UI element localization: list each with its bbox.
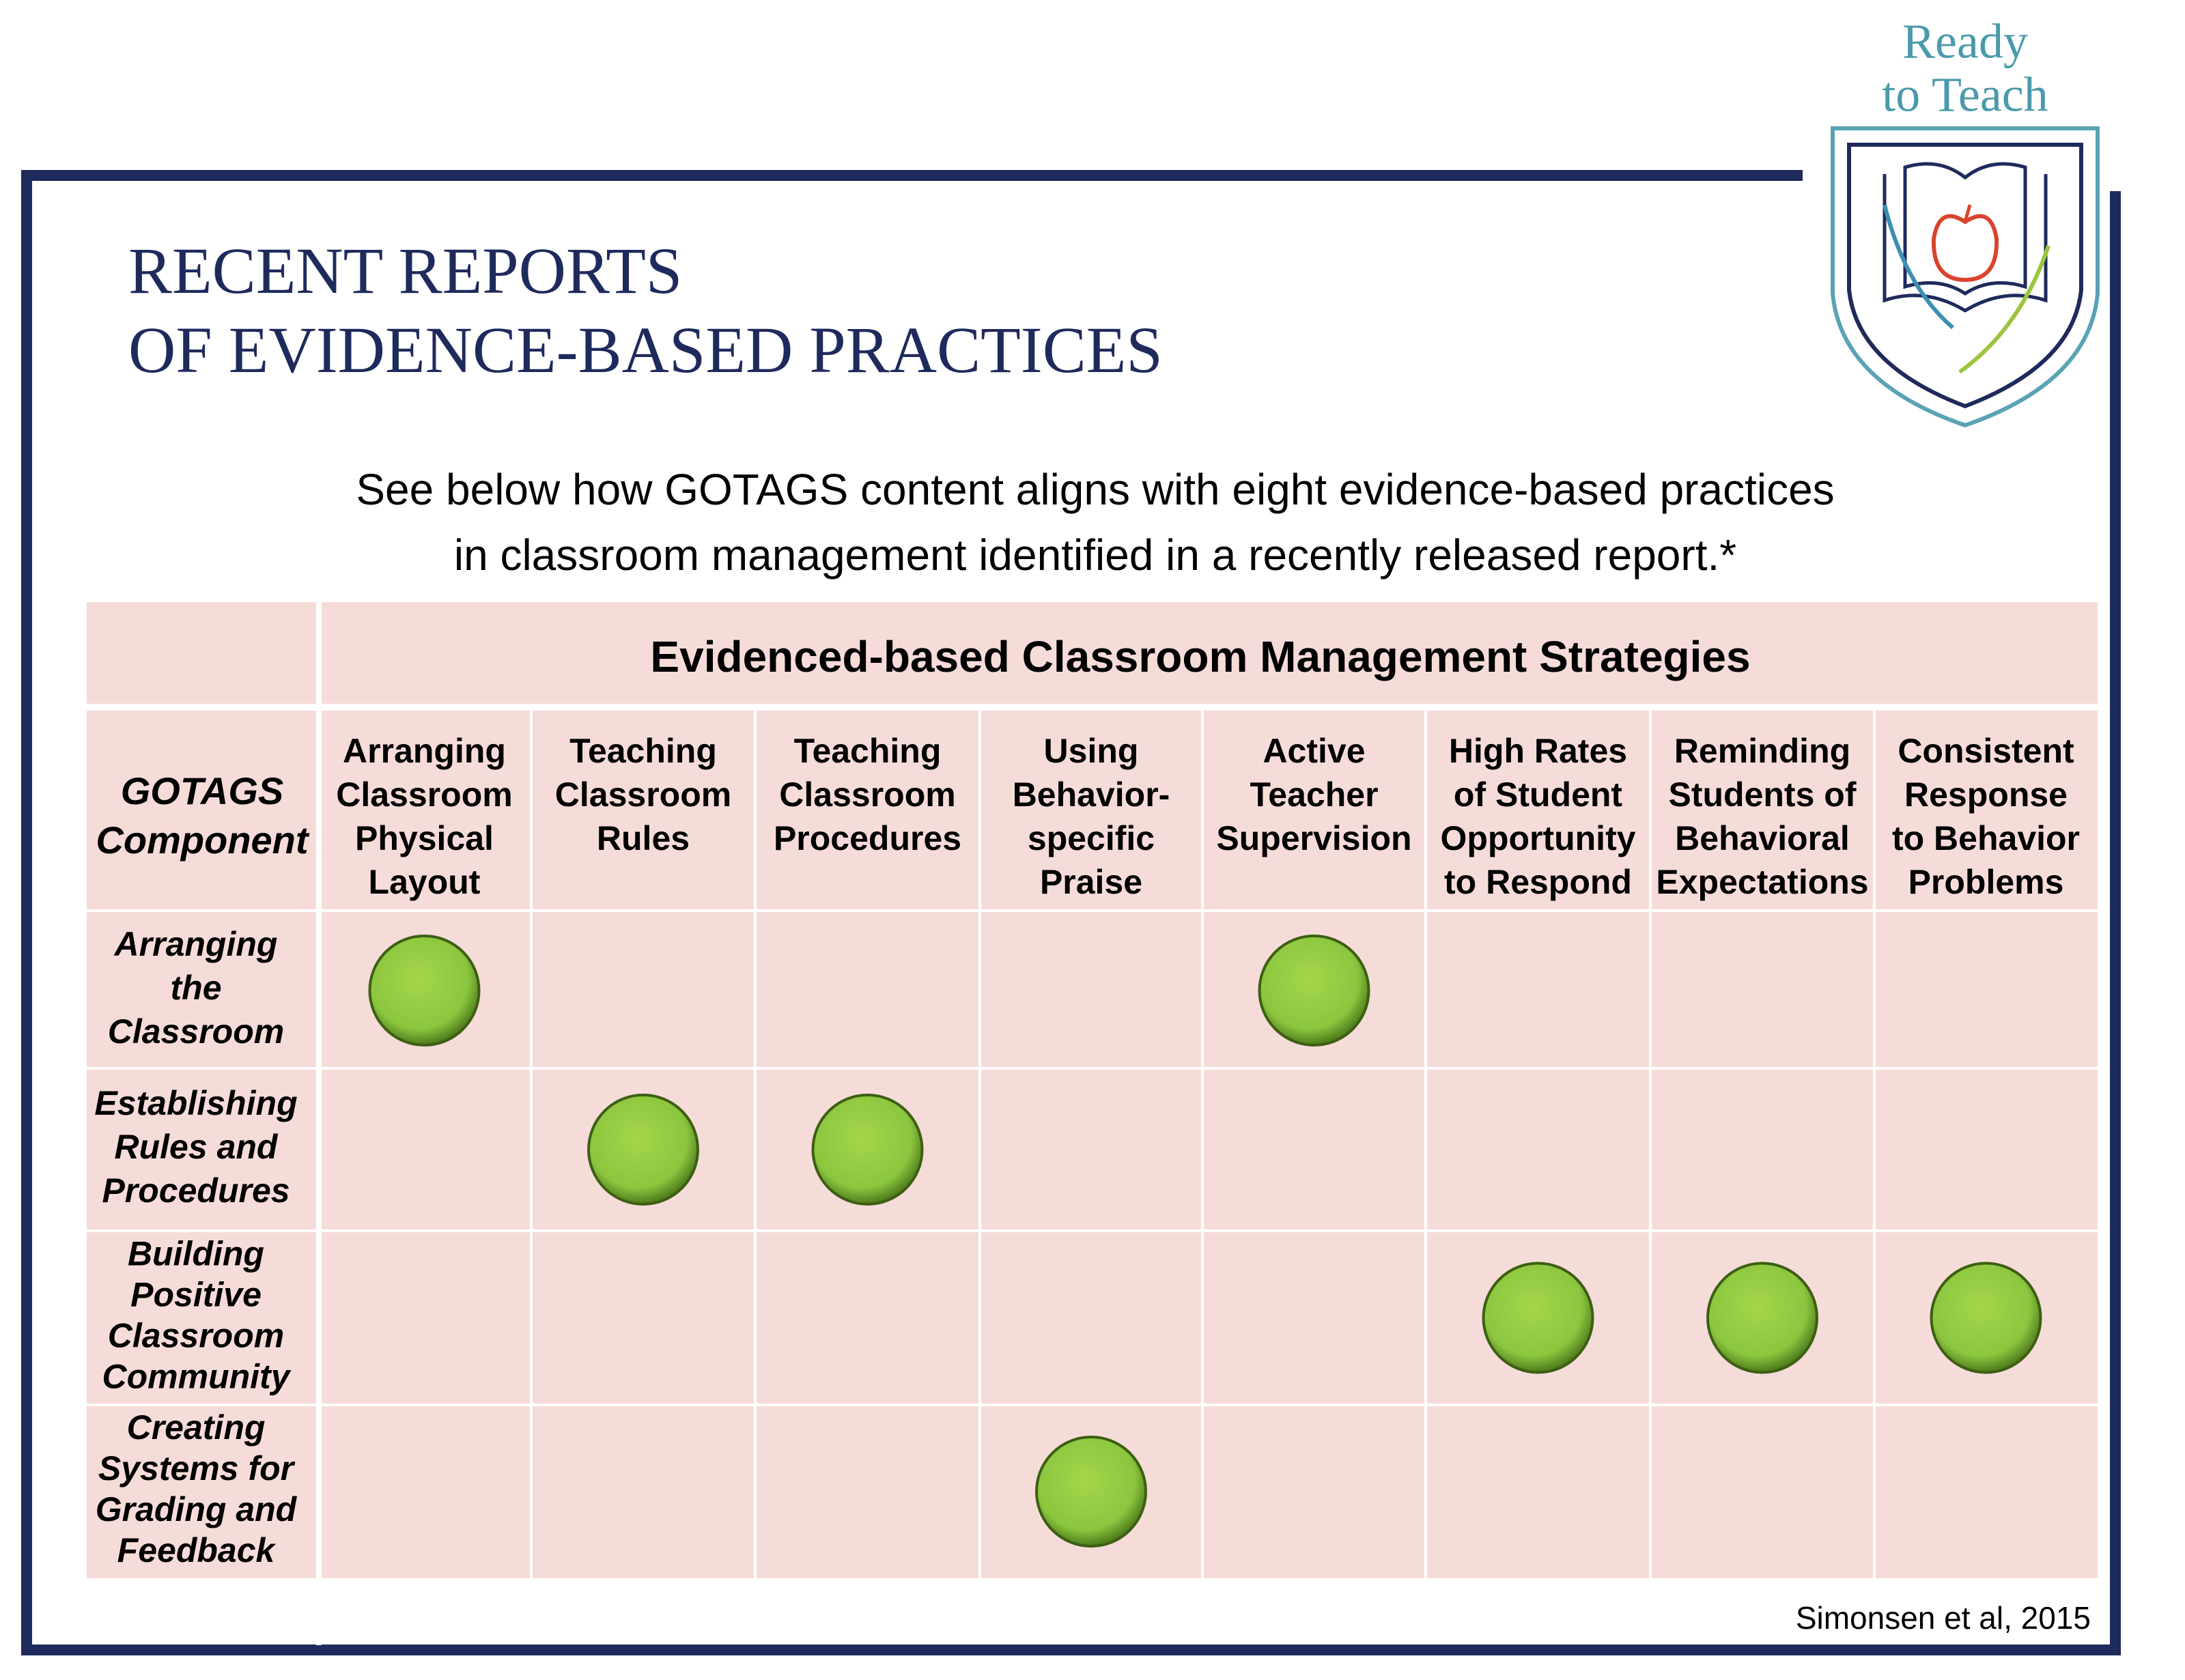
table: Evidenced-based Classroom Management Str… xyxy=(87,602,2098,1645)
title-line: OF EVIDENCE-BASED PRACTICES xyxy=(128,313,1163,386)
row-label: Positive xyxy=(130,1276,262,1314)
column-header: to Behavior xyxy=(1892,819,2080,857)
column-header: Problems xyxy=(1908,863,2064,901)
alignment-dot xyxy=(1035,1436,1147,1548)
column-header: Consistent xyxy=(1898,732,2074,770)
row-label: Rules and xyxy=(115,1128,279,1166)
column-header: Teacher xyxy=(1250,775,1378,814)
column-header: Praise xyxy=(1040,863,1142,901)
intro-line: in classroom management identified in a … xyxy=(454,530,1736,580)
alignment-dot xyxy=(587,1094,699,1206)
alignment-dot xyxy=(368,935,481,1047)
column-header: Classroom xyxy=(779,775,955,814)
alignment-dot xyxy=(1258,935,1370,1047)
column-header: Supervision xyxy=(1216,819,1411,857)
row-label: Procedures xyxy=(102,1171,290,1210)
column-header: Physical xyxy=(355,819,494,857)
citation: Simonsen et al, 2015 xyxy=(1796,1600,2091,1636)
intro-line: See below how GOTAGS content aligns with… xyxy=(356,465,1834,514)
logo-line: Ready xyxy=(1902,14,2028,69)
row-label: Building xyxy=(128,1235,264,1273)
column-header: Teaching xyxy=(794,732,942,770)
column-header: Classroom xyxy=(555,775,731,814)
column-header: Behavior- xyxy=(1013,775,1170,814)
alignment-dot xyxy=(1482,1262,1594,1374)
row-label: Classroom xyxy=(108,1012,284,1051)
column-header: Expectations xyxy=(1656,863,1868,901)
column-header: of Student xyxy=(1454,775,1623,814)
column-header: Rules xyxy=(597,819,690,857)
alignment-dot xyxy=(1930,1262,2042,1374)
table-bg xyxy=(87,602,2098,1578)
row-label: Arranging xyxy=(113,925,278,963)
corner-label: Component xyxy=(96,818,309,862)
column-header: Procedures xyxy=(774,819,961,857)
logo-line: to Teach xyxy=(1882,68,2048,122)
alignment-dot xyxy=(811,1094,924,1206)
row-label: Establishing xyxy=(94,1084,297,1122)
row-label: the xyxy=(171,969,222,1007)
table-heading: Evidenced-based Classroom Management Str… xyxy=(650,632,1750,681)
column-header: specific xyxy=(1028,819,1155,857)
corner-label: GOTAGS xyxy=(121,769,284,812)
frame xyxy=(21,170,2121,1655)
row-label: Grading and xyxy=(96,1490,298,1528)
column-header: Classroom xyxy=(336,775,512,814)
column-header: Opportunity xyxy=(1440,819,1635,857)
column-header: Teaching xyxy=(569,732,717,770)
row-label: Community xyxy=(102,1358,292,1396)
column-header: Reminding xyxy=(1674,732,1850,770)
column-header: High Rates xyxy=(1449,732,1627,770)
title-line: RECENT REPORTS xyxy=(128,234,682,307)
intro: See below how GOTAGS content aligns with… xyxy=(356,465,1834,580)
row-label: Systems for xyxy=(98,1449,296,1487)
column-header: to Respond xyxy=(1444,863,1632,901)
row-label: Classroom xyxy=(108,1317,284,1355)
row-label: Creating xyxy=(127,1408,266,1447)
column-header: Behavioral xyxy=(1675,819,1850,857)
column-header: Active xyxy=(1263,732,1365,770)
row-label: Feedback xyxy=(117,1531,277,1569)
column-header: Arranging xyxy=(343,732,506,770)
alignment-dot xyxy=(1706,1262,1818,1374)
column-header: Using xyxy=(1044,732,1139,770)
column-header: Response xyxy=(1904,775,2068,814)
column-header: Layout xyxy=(369,863,481,901)
column-header: Students of xyxy=(1669,775,1857,814)
logo-shield xyxy=(1831,126,2100,428)
